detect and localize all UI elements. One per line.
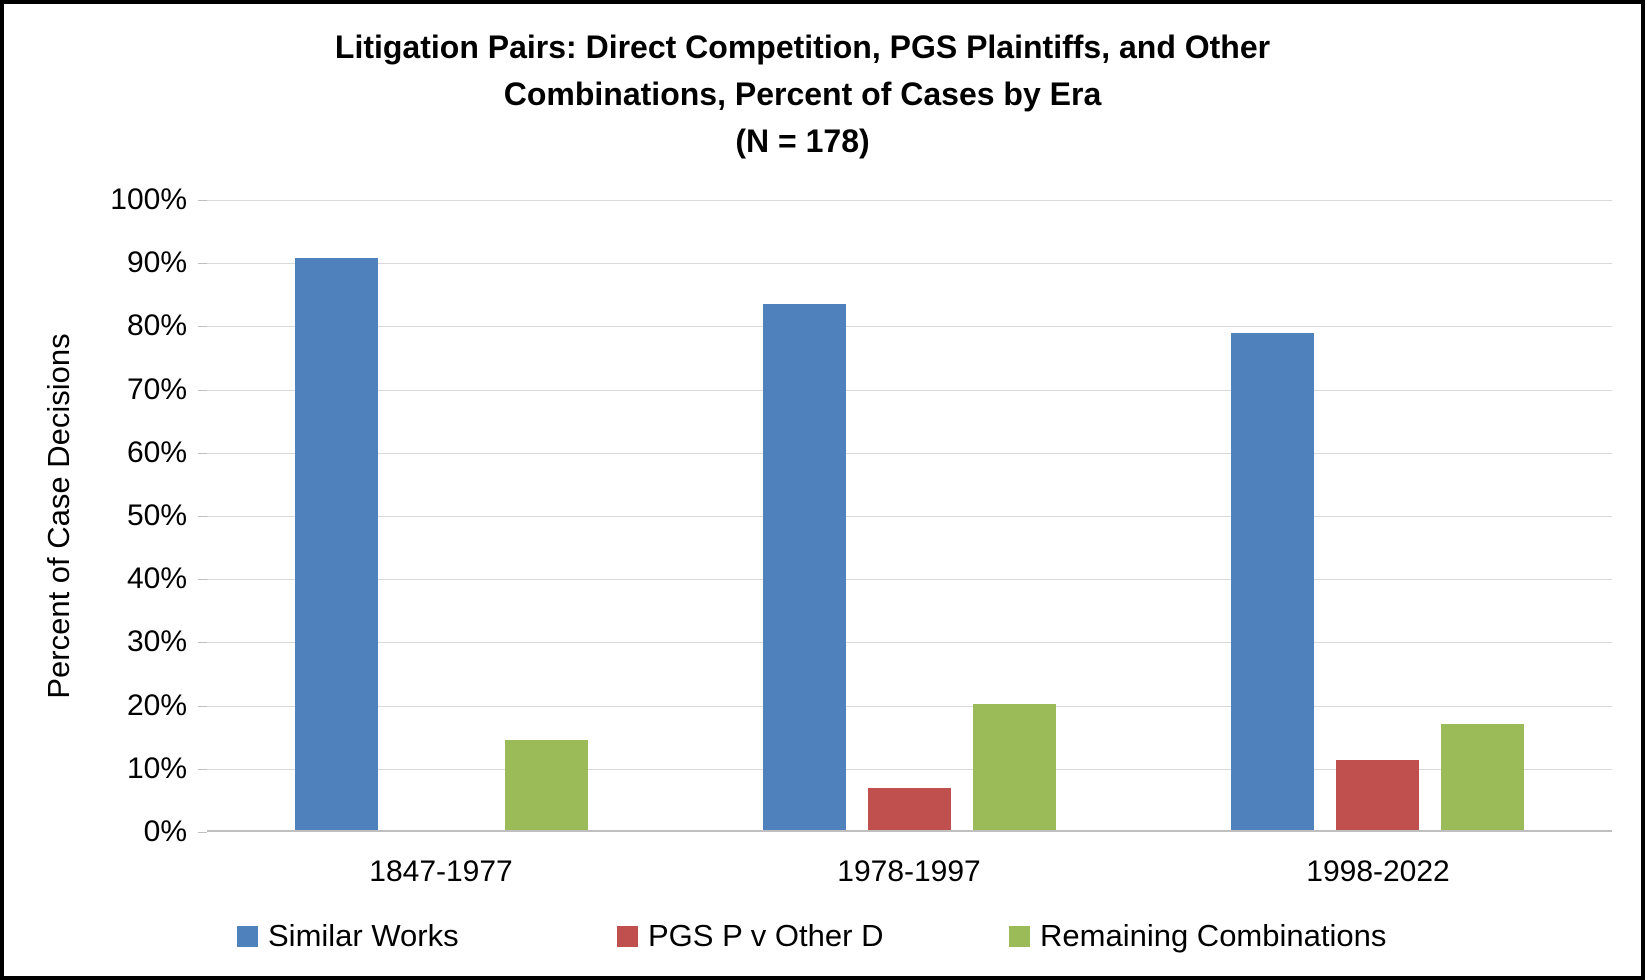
bar-similar-works-1847-1977: [295, 258, 378, 830]
y-tick-mark: [198, 642, 207, 643]
bar-similar-works-1978-1997: [763, 304, 846, 830]
gridline-30%: [207, 642, 1612, 643]
y-tick-label: 90%: [126, 246, 187, 279]
bar-remaining-combinations-1978-1997: [973, 704, 1056, 830]
gridline-80%: [207, 326, 1612, 327]
y-tick-label: 10%: [126, 752, 187, 785]
legend-label: PGS P v Other D: [648, 918, 884, 953]
bar-similar-works-1998-2022: [1231, 333, 1314, 830]
y-tick-mark: [198, 579, 207, 580]
y-tick-label: 40%: [126, 562, 187, 595]
plot-area: [207, 200, 1612, 832]
y-tick-mark: [198, 390, 207, 391]
x-tick-label-1847-1977: 1847-1977: [369, 855, 513, 888]
chart-title-line-2: Combinations, Percent of Cases by Era: [503, 76, 1102, 112]
legend-swatch-icon: [1009, 925, 1030, 947]
y-tick-label: 70%: [126, 373, 187, 406]
y-tick-label: 100%: [110, 183, 187, 216]
y-tick-mark: [198, 516, 207, 517]
y-tick-mark: [198, 832, 207, 833]
bar-remaining-combinations-1847-1977: [505, 740, 588, 830]
gridline-50%: [207, 516, 1612, 517]
legend-item-pgs-p-v-other-d: PGS P v Other D: [617, 914, 883, 958]
legend-swatch-icon: [617, 925, 638, 947]
gridline-40%: [207, 579, 1612, 580]
gridline-100%: [207, 200, 1612, 201]
legend-label: Similar Works: [268, 918, 459, 953]
y-tick-label: 20%: [126, 689, 187, 722]
bar-pgs-p-v-other-d-1998-2022: [1336, 760, 1419, 830]
y-tick-label: 0%: [143, 815, 187, 848]
x-tick-label-1998-2022: 1998-2022: [1306, 855, 1450, 888]
gridline-10%: [207, 769, 1612, 770]
legend-label: Remaining Combinations: [1040, 918, 1387, 953]
y-tick-label: 30%: [126, 625, 187, 658]
y-tick-label: 80%: [126, 309, 187, 342]
y-axis-title: Percent of Case Decisions: [41, 333, 76, 699]
y-tick-mark: [198, 769, 207, 770]
gridline-60%: [207, 453, 1612, 454]
y-tick-label: 50%: [126, 499, 187, 532]
y-tick-mark: [198, 326, 207, 327]
y-tick-label: 60%: [126, 436, 187, 469]
chart-title-line-1: Litigation Pairs: Direct Competition, PG…: [334, 29, 1271, 65]
bar-remaining-combinations-1998-2022: [1441, 724, 1524, 830]
y-tick-mark: [198, 200, 207, 201]
gridline-90%: [207, 263, 1612, 264]
legend-swatch-icon: [237, 925, 258, 947]
chart-title-line-3: (N = 178): [735, 123, 870, 159]
gridline-70%: [207, 390, 1612, 391]
gridline-20%: [207, 706, 1612, 707]
y-tick-mark: [198, 706, 207, 707]
y-tick-mark: [198, 263, 207, 264]
x-tick-label-1978-1997: 1978-1997: [837, 855, 981, 888]
chart-title: Litigation Pairs: Direct Competition, PG…: [4, 24, 1601, 165]
bar-pgs-p-v-other-d-1978-1997: [868, 788, 951, 830]
chart-legend: Similar Works PGS P v Other D Remaining Co…: [4, 914, 1641, 958]
legend-item-similar-works: Similar Works: [237, 914, 459, 958]
legend-item-remaining-combinations: Remaining Combinations: [1009, 914, 1386, 958]
y-tick-mark: [198, 453, 207, 454]
